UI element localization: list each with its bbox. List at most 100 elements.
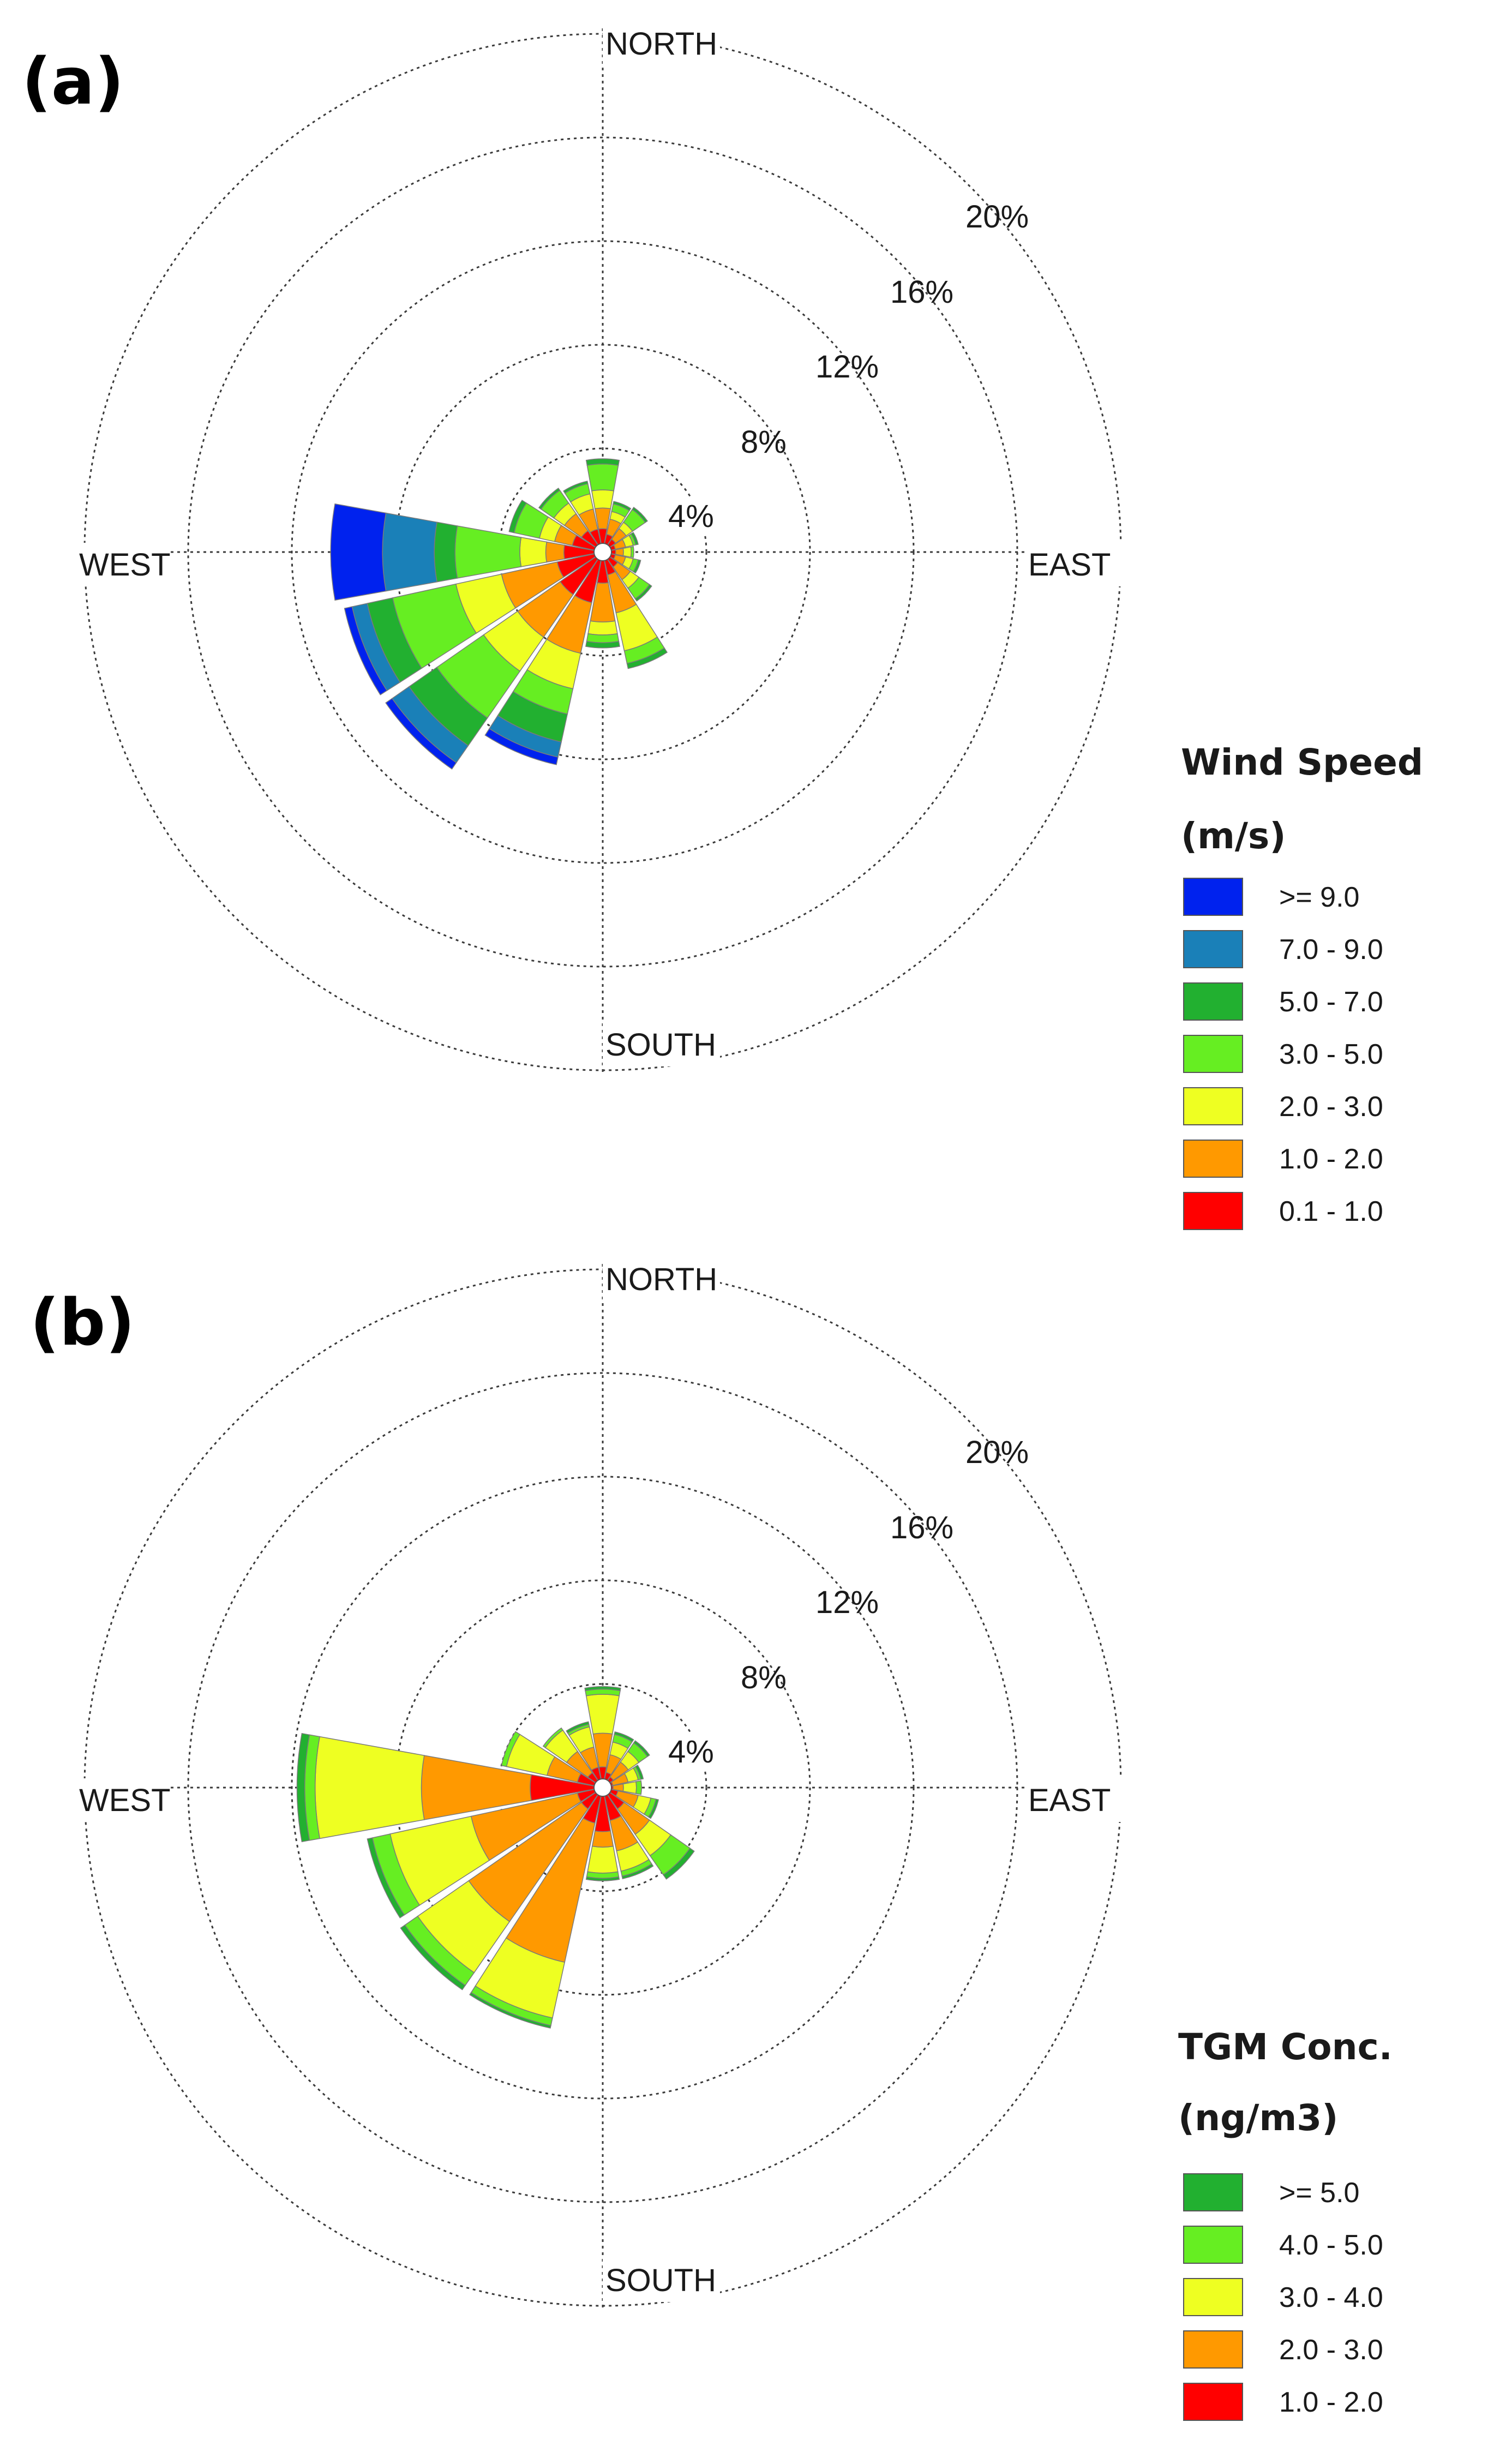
petal-segment xyxy=(647,1798,659,1819)
ring-label-12: 12% xyxy=(815,1585,879,1620)
petal-segment xyxy=(296,1732,310,1843)
petal-segment xyxy=(632,559,641,574)
west-label: WEST xyxy=(79,547,171,583)
legend-label: 2.0 - 3.0 xyxy=(1279,1091,1383,1123)
petal-segment xyxy=(615,548,624,556)
petal-segment xyxy=(382,512,437,592)
ring-label-20: 20% xyxy=(965,199,1029,235)
petal-segment xyxy=(591,1830,614,1848)
legend-label: 3.0 - 4.0 xyxy=(1279,2282,1383,2313)
legend-label: >= 9.0 xyxy=(1279,882,1359,913)
direction-labels: NORTH EAST SOUTH WEST xyxy=(76,1257,1126,2302)
ring-label-16: 16% xyxy=(890,274,953,310)
petal-segment xyxy=(585,640,620,649)
east-label-bg xyxy=(1025,543,1126,586)
legend-label: 1.0 - 2.0 xyxy=(1279,2387,1383,2418)
legend-swatch xyxy=(1183,1192,1243,1230)
petal-segment xyxy=(634,584,652,602)
wind-speed-rose-panel: (a) 4% 8% 12% 16% 20% NORTH EAST SOU xyxy=(22,22,1423,1230)
calm-center xyxy=(593,543,612,561)
ring-label-bg-4 xyxy=(663,1732,724,1770)
petal-segment xyxy=(587,620,618,636)
north-label: NORTH xyxy=(605,1262,717,1297)
south-label: SOUTH xyxy=(605,2263,716,2298)
petal-segment xyxy=(538,487,561,510)
ring-label-4: 4% xyxy=(668,1734,714,1770)
ring-label-16: 16% xyxy=(890,1510,953,1545)
petal-segment xyxy=(484,728,559,765)
petals xyxy=(296,1686,695,2029)
east-label: EAST xyxy=(1028,547,1111,583)
ring-label-8: 8% xyxy=(741,424,787,460)
grid-ring-4 xyxy=(498,1683,707,1892)
legend-label: 1.0 - 2.0 xyxy=(1279,1143,1383,1175)
petal-segment xyxy=(663,1848,695,1880)
legend-swatch xyxy=(1183,1035,1243,1073)
legend-unit: (ng/m3) xyxy=(1178,2097,1338,2139)
petal-segment xyxy=(508,500,527,533)
petal-segment xyxy=(315,1736,425,1839)
ring-labels: 4% 8% 12% 16% 20% xyxy=(663,199,1029,535)
ring-label-4: 4% xyxy=(668,499,714,534)
petal-segment xyxy=(630,546,634,558)
ring-label-20: 20% xyxy=(965,1435,1029,1470)
petal-segment xyxy=(519,537,548,567)
petal-segment xyxy=(621,1863,654,1879)
petal-segment xyxy=(584,1686,621,1692)
petal-segment xyxy=(632,507,648,523)
wind-speed-legend: Wind Speed (m/s) >= 9.0 7.0 - 9.0 5.0 - … xyxy=(1181,741,1423,1230)
petal-segment xyxy=(622,546,632,558)
legend-swatch xyxy=(1183,1140,1243,1178)
legend-swatch xyxy=(1183,2278,1243,2316)
legend-label: >= 5.0 xyxy=(1279,2177,1359,2209)
legend-swatch xyxy=(1183,2226,1243,2264)
petal-segment xyxy=(344,606,388,696)
petal-segment xyxy=(587,1845,619,1874)
legend-label: 0.1 - 1.0 xyxy=(1279,1196,1383,1227)
petal-segment xyxy=(385,698,457,770)
tgm-concentration-rose-panel: (b) 4% 8% 12% 16% 20% NORTH EAST SOU xyxy=(30,1257,1393,2421)
petal-segment xyxy=(622,1781,637,1794)
petal-segment xyxy=(585,458,620,466)
grid-ring-4 xyxy=(498,447,707,657)
petal-segment xyxy=(330,503,387,601)
calm-center xyxy=(593,1778,612,1797)
legend-swatch xyxy=(1183,930,1243,968)
petal-segment xyxy=(501,1731,521,1767)
petal-segment xyxy=(400,1925,466,1991)
petal-segment xyxy=(367,1837,405,1919)
legend-swatch xyxy=(1183,2330,1243,2369)
west-label-bg xyxy=(76,1778,169,1822)
petal-segment xyxy=(469,1992,551,2029)
west-label: WEST xyxy=(79,1783,171,1818)
panel-label-a: (a) xyxy=(22,44,124,119)
direction-labels: NORTH EAST SOUTH WEST xyxy=(76,22,1126,1066)
petal-segment xyxy=(563,481,589,494)
petal-segment xyxy=(614,1731,634,1743)
east-label-bg xyxy=(1025,1778,1126,1822)
south-label: SOUTH xyxy=(605,1027,716,1063)
east-label: EAST xyxy=(1028,1783,1111,1818)
petal-segment xyxy=(626,647,668,669)
ring-label-bg-4 xyxy=(663,496,724,535)
legend-label: 3.0 - 5.0 xyxy=(1279,1039,1383,1070)
ring-labels: 4% 8% 12% 16% 20% xyxy=(663,1435,1029,1770)
legend-swatch xyxy=(1183,878,1243,916)
legend-label: 7.0 - 9.0 xyxy=(1279,934,1383,966)
legend-swatch xyxy=(1183,2383,1243,2421)
petal-segment xyxy=(566,1721,590,1734)
petal-segment xyxy=(613,501,632,512)
petals xyxy=(330,458,668,770)
south-label-bg xyxy=(603,2258,720,2302)
grid-ring-12 xyxy=(291,240,915,864)
legend-label: 5.0 - 7.0 xyxy=(1279,986,1383,1018)
west-label-bg xyxy=(76,543,169,586)
petal-segment xyxy=(591,489,615,509)
north-label: NORTH xyxy=(605,26,717,62)
legend-title: Wind Speed xyxy=(1181,741,1423,783)
panel-label-b: (b) xyxy=(30,1285,135,1360)
petal-segment xyxy=(542,1727,563,1748)
petal-segment xyxy=(634,1764,644,1780)
tgm-legend: TGM Conc. (ng/m3) >= 5.0 4.0 - 5.0 3.0 -… xyxy=(1178,2026,1393,2421)
south-label-bg xyxy=(603,1023,720,1066)
